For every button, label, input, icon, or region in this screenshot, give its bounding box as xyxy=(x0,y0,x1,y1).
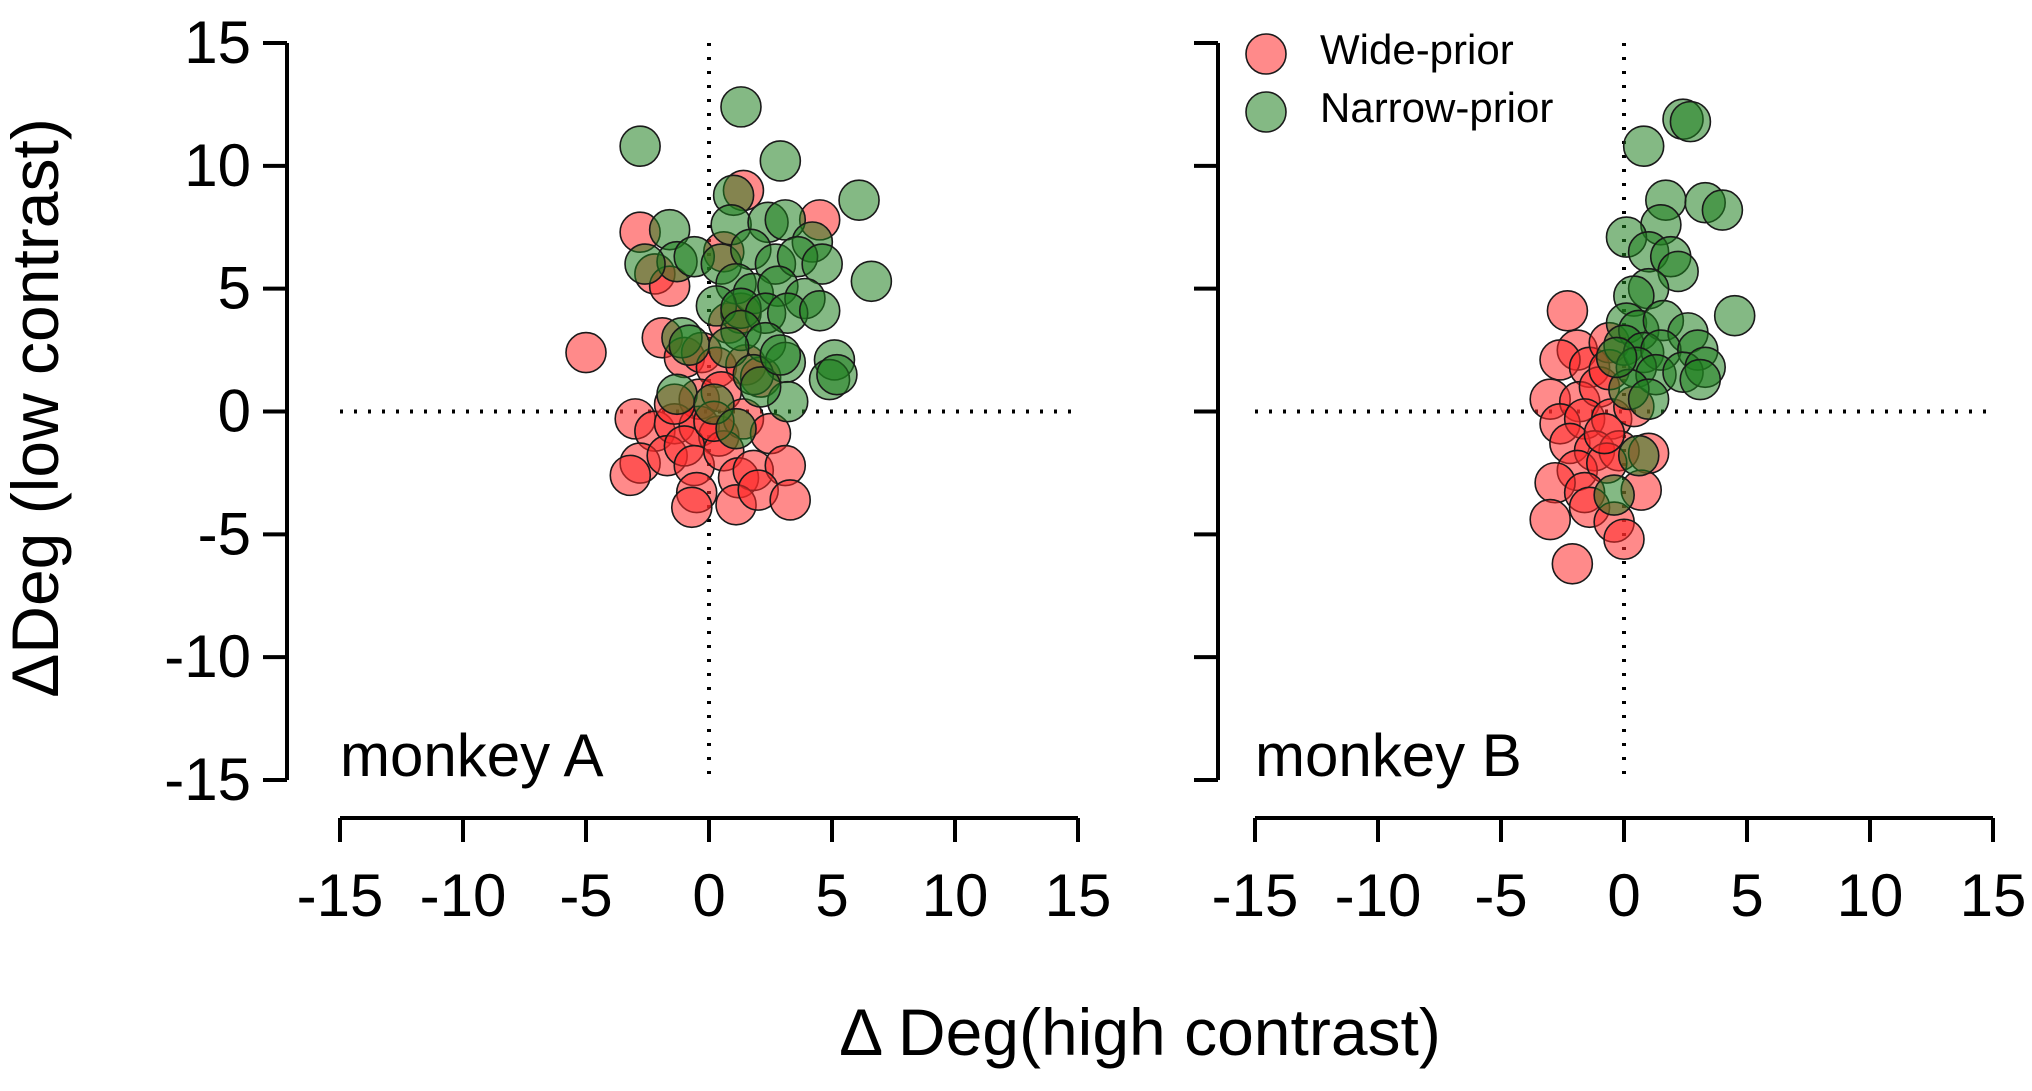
data-point xyxy=(759,140,802,182)
data-point xyxy=(739,366,782,408)
y-axis-title: ΔDeg (low contrast) xyxy=(0,118,72,698)
legend-label-narrow-prior: Narrow-prior xyxy=(1320,84,1553,131)
y-tick-label: 0 xyxy=(218,378,251,445)
data-point xyxy=(838,179,880,222)
panel-monkey-a: -15 -10 -5 0 5 10 15 -15 -10 -5 0 5 10 15 monkey A xyxy=(164,9,1111,929)
data-point xyxy=(798,289,841,332)
data-point xyxy=(670,486,713,529)
data-point xyxy=(1603,518,1645,561)
x-tick-label: 0 xyxy=(1607,862,1640,929)
x-axis-title: Δ Deg(high contrast) xyxy=(839,995,1441,1069)
x-tick-label: -15 xyxy=(297,862,384,929)
y-tick-label: 10 xyxy=(184,132,251,199)
data-point xyxy=(1622,125,1665,167)
x-tick-label: -10 xyxy=(1335,862,1422,929)
data-point xyxy=(707,326,750,369)
data-point xyxy=(720,86,762,128)
legend-label-wide-prior: Wide-prior xyxy=(1320,26,1514,73)
data-point xyxy=(850,260,893,303)
data-point xyxy=(715,407,757,450)
y-tick-label: 15 xyxy=(184,9,251,76)
data-point xyxy=(1583,412,1626,455)
data-point xyxy=(759,334,802,376)
x-tick-label: 0 xyxy=(692,862,725,929)
data-point xyxy=(769,479,811,521)
data-point xyxy=(624,243,666,285)
series-narrow-prior xyxy=(619,86,893,450)
data-point xyxy=(1679,358,1722,401)
x-tick-label: 5 xyxy=(1730,862,1763,929)
data-point xyxy=(656,373,698,416)
data-point xyxy=(1713,294,1756,337)
data-point xyxy=(1593,474,1635,516)
data-point xyxy=(1627,378,1670,421)
data-point xyxy=(816,353,858,396)
x-tick-label: -15 xyxy=(1212,862,1299,929)
x-tick-label: -5 xyxy=(1474,862,1527,929)
series-narrow-prior xyxy=(1593,98,1756,516)
data-point xyxy=(1529,498,1571,541)
x-tick-label: 10 xyxy=(1837,862,1904,929)
panel-monkey-b: -15 -10 -5 0 5 10 15 monkey B xyxy=(1194,41,2027,929)
y-tick-label: -15 xyxy=(164,746,251,813)
x-tick-label: -5 xyxy=(559,862,612,929)
data-point xyxy=(1617,434,1660,477)
legend-marker-wide-prior xyxy=(1245,33,1287,75)
y-tick-label: -5 xyxy=(198,500,251,567)
x-tick-label: 10 xyxy=(922,862,989,929)
data-point xyxy=(764,199,807,241)
data-point xyxy=(801,243,843,285)
y-tick-label: -10 xyxy=(164,623,251,690)
data-point xyxy=(609,454,652,497)
data-point xyxy=(1551,543,1594,585)
data-point xyxy=(1669,100,1712,143)
legend: Wide-prior Narrow-prior xyxy=(1245,26,1553,133)
data-point xyxy=(1546,289,1589,332)
data-point xyxy=(619,125,661,167)
x-tick-label: 15 xyxy=(1960,862,2027,929)
x-tick-label: -10 xyxy=(420,862,507,929)
panel-label: monkey A xyxy=(340,722,603,789)
x-tick-label: 15 xyxy=(1045,862,1112,929)
panel-label: monkey B xyxy=(1255,722,1522,789)
data-point xyxy=(668,324,711,366)
data-point xyxy=(1595,336,1638,379)
legend-marker-narrow-prior xyxy=(1245,91,1287,133)
y-tick-label: 5 xyxy=(218,255,251,322)
data-point xyxy=(1701,189,1744,231)
x-tick-label: 5 xyxy=(815,862,848,929)
data-point xyxy=(565,331,607,374)
